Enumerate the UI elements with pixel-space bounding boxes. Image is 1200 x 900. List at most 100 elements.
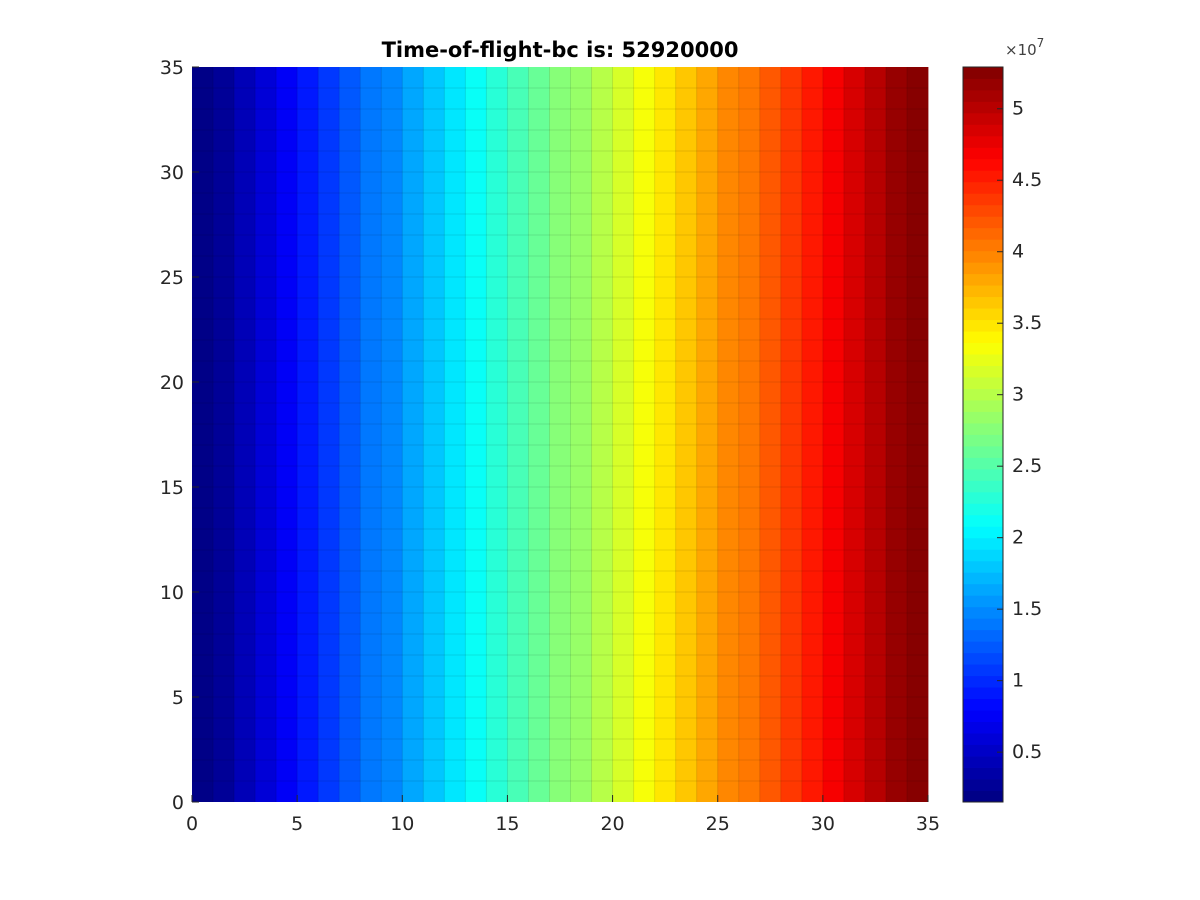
- colorbar-band: [963, 170, 1003, 183]
- colorbar-tick-label: 5: [1012, 98, 1024, 120]
- heatmap-column: [255, 67, 277, 802]
- colorbar-band: [963, 445, 1003, 458]
- colorbar-band: [963, 78, 1003, 91]
- colorbar-band: [963, 560, 1003, 573]
- colorbar-band: [963, 710, 1003, 723]
- colorbar-band: [963, 606, 1003, 619]
- heatmap-column: [381, 67, 403, 802]
- heatmap-cells: [192, 67, 929, 802]
- colorbar-tick-label: 1.5: [1012, 598, 1042, 620]
- colorbar-band: [963, 250, 1003, 263]
- colorbar-band: [963, 400, 1003, 412]
- y-tick-label: 30: [160, 162, 184, 184]
- x-tick-label: 5: [291, 813, 303, 835]
- colorbar-tick-label: 4: [1012, 241, 1024, 263]
- colorbar-tick-label: 3: [1012, 384, 1024, 406]
- colorbar-band: [963, 262, 1003, 275]
- colorbar-band: [963, 377, 1003, 389]
- colorbar-band: [963, 583, 1003, 596]
- heatmap-column: [192, 67, 214, 802]
- plot-axes: 0 5 10 15 20 25 30 35 0 5 10 15 20 25 30 35: [160, 57, 940, 835]
- heatmap-column: [864, 67, 887, 802]
- heatmap-column: [780, 67, 803, 802]
- colorbar-band: [963, 135, 1003, 148]
- x-tick-label: 35: [916, 813, 940, 835]
- colorbar-band: [963, 618, 1003, 631]
- colorbar-band: [963, 227, 1003, 240]
- colorbar-band: [963, 790, 1003, 803]
- colorbar-tick-label: 2.5: [1012, 455, 1042, 477]
- heatmap-column: [801, 67, 824, 802]
- heatmap-column: [528, 67, 550, 802]
- y-tick-label: 0: [172, 792, 184, 814]
- heatmap-column: [234, 67, 256, 802]
- heatmap-column: [822, 67, 845, 802]
- x-tick-label: 25: [706, 813, 730, 835]
- colorbar-frame: [962, 66, 1004, 803]
- colorbar-band: [963, 342, 1003, 355]
- colorbar-band: [963, 491, 1003, 504]
- cell-edges: [192, 67, 928, 802]
- colorbar-band: [963, 308, 1003, 321]
- colorbar-band: [963, 89, 1003, 102]
- colorbar-band: [963, 595, 1003, 608]
- colorbar-band: [963, 468, 1003, 481]
- colorbar-tick-label: 0.5: [1012, 741, 1042, 763]
- colorbar-band: [963, 273, 1003, 286]
- colorbar-band: [963, 698, 1003, 711]
- colorbar-band: [963, 112, 1003, 125]
- y-tick-label: 5: [172, 687, 184, 709]
- heatmap-column: [507, 67, 529, 802]
- colorbar-band: [963, 756, 1003, 768]
- y-tick-label: 10: [160, 582, 184, 604]
- colorbar-band: [963, 319, 1003, 332]
- y-tick-label: 15: [160, 477, 184, 499]
- colorbar-band: [963, 147, 1003, 160]
- colorbar-band: [963, 457, 1003, 470]
- y-tick-label: 20: [160, 372, 184, 394]
- colorbar-band: [963, 652, 1003, 665]
- colorbar-band: [963, 779, 1003, 791]
- heatmap-column: [654, 67, 677, 802]
- heatmap-column: [402, 67, 424, 802]
- y-tick-label: 35: [160, 57, 184, 79]
- colorbar: 0.5 1 1.5 2 2.5 3 3.5 4 4.5 5 ×107: [962, 36, 1044, 803]
- colorbar-band: [963, 365, 1003, 378]
- colorbar-band: [963, 411, 1003, 424]
- heatmap-column: [465, 67, 487, 802]
- colorbar-band: [963, 526, 1003, 539]
- x-tick-label: 10: [390, 813, 414, 835]
- colorbar-band: [963, 434, 1003, 447]
- colorbar-band: [963, 641, 1003, 654]
- x-tick-label: 15: [495, 813, 519, 835]
- colorbar-band: [963, 744, 1003, 757]
- colorbar-band: [963, 204, 1003, 217]
- colorbar-band: [963, 296, 1003, 309]
- colorbar-band: [963, 721, 1003, 734]
- colorbar-band: [963, 216, 1003, 229]
- heatmap-column: [318, 67, 340, 802]
- y-axis: 0 5 10 15 20 25 30 35: [160, 57, 199, 814]
- colorbar-exponent-base: ×10: [1005, 41, 1037, 59]
- colorbar-tick-label: 3.5: [1012, 312, 1042, 334]
- colorbar-band: [963, 354, 1003, 366]
- heatmap-column: [339, 67, 361, 802]
- heatmap-column: [717, 67, 740, 802]
- colorbar-band: [963, 733, 1003, 745]
- heatmap-column: [444, 67, 466, 802]
- colorbar-exponent: ×107: [1005, 36, 1044, 59]
- colorbar-band: [963, 549, 1003, 562]
- heatmap-column: [885, 67, 908, 802]
- y-tick-label: 25: [160, 267, 184, 289]
- colorbar-ticks: 0.5 1 1.5 2 2.5 3 3.5 4 4.5 5: [997, 98, 1042, 763]
- colorbar-band: [963, 572, 1003, 585]
- colorbar-band: [963, 480, 1003, 493]
- colorbar-band: [963, 124, 1003, 137]
- colorbar-band: [963, 101, 1003, 114]
- heatmap-column: [549, 67, 571, 802]
- colorbar-band: [963, 388, 1003, 401]
- colorbar-tick-label: 4.5: [1012, 169, 1042, 191]
- heatmap-column: [843, 67, 866, 802]
- colorbar-band: [963, 629, 1003, 642]
- heatmap-column: [570, 67, 592, 802]
